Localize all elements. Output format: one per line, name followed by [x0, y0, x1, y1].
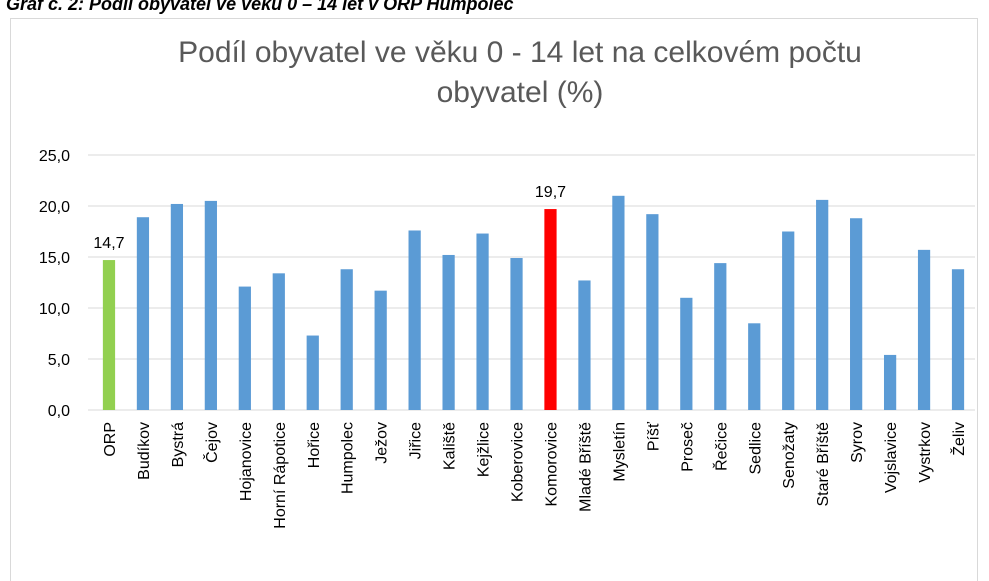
- bar: [748, 323, 761, 410]
- x-tick-label: Mladé Bříště: [577, 422, 594, 512]
- bar: [102, 260, 116, 410]
- x-tick-label: Ježov: [374, 422, 391, 464]
- bar: [816, 199, 829, 410]
- value-label: 14,7: [93, 235, 124, 252]
- x-tick-label: Sedlice: [747, 422, 764, 475]
- bar: [442, 254, 455, 410]
- bar: [883, 354, 897, 410]
- bar: [612, 195, 625, 410]
- x-tick-label: Řečice: [711, 422, 730, 471]
- bar: [374, 290, 387, 410]
- x-tick-label: Kejžlice: [476, 422, 493, 477]
- bar: [544, 209, 557, 410]
- y-tick-label: 0,0: [48, 403, 70, 420]
- bar: [272, 273, 285, 410]
- x-tick-label: Komorovice: [543, 422, 560, 507]
- x-tick-label: ORP: [102, 422, 119, 457]
- bar: [917, 249, 931, 410]
- y-tick-label: 15,0: [39, 250, 70, 267]
- x-tick-label: Bystrá: [170, 422, 187, 467]
- x-tick-label: Syrov: [849, 422, 866, 463]
- x-tick-label: Kaliště: [442, 422, 459, 470]
- bar: [510, 258, 523, 410]
- chart-title: Podíl obyvatel ve věku 0 - 14 let na cel…: [178, 36, 862, 109]
- x-tick-label: Píšť: [645, 421, 662, 451]
- x-tick-label: Hořice: [306, 422, 323, 468]
- y-tick-label: 5,0: [48, 352, 70, 369]
- bar: [170, 203, 184, 410]
- bar: [578, 280, 591, 410]
- x-tick-label: Humpolec: [340, 422, 357, 494]
- x-tick-label: Horní Rápotice: [272, 422, 289, 529]
- bar: [782, 231, 795, 410]
- bar: [204, 200, 217, 410]
- y-tick-label: 10,0: [39, 301, 70, 318]
- bar: [850, 218, 863, 410]
- x-tick-label: Želiv: [949, 422, 968, 456]
- x-tick-label: Budíkov: [136, 422, 153, 480]
- bar: [646, 214, 659, 410]
- bar: [136, 217, 150, 410]
- bar: [680, 297, 693, 410]
- x-tick-label: Hojanovice: [238, 422, 255, 501]
- bar: [306, 335, 319, 410]
- x-tick-label: Vystrkov: [917, 422, 934, 483]
- bar: [951, 269, 965, 410]
- x-tick-label: Čejov: [202, 422, 221, 463]
- x-tick-label: Staré Bříště: [815, 422, 832, 507]
- y-tick-label: 25,0: [39, 148, 70, 165]
- x-tick-label: Proseč: [679, 422, 696, 472]
- bar: [714, 263, 727, 410]
- y-tick-label: 20,0: [39, 199, 70, 216]
- bar: [476, 233, 489, 410]
- bar: [238, 286, 251, 410]
- value-label: 19,7: [535, 184, 566, 201]
- x-tick-label: Vojslavice: [883, 422, 900, 493]
- x-tick-label: Senožaty: [781, 422, 798, 489]
- x-tick-label: Mysletín: [611, 422, 628, 482]
- bar: [340, 269, 353, 410]
- x-tick-label: Koberovice: [510, 422, 527, 502]
- chart-caption: Graf č. 2: Podíl obyvatel ve věku 0 – 14…: [6, 0, 514, 14]
- x-tick-label: Jiřice: [408, 422, 425, 459]
- bar: [408, 230, 421, 410]
